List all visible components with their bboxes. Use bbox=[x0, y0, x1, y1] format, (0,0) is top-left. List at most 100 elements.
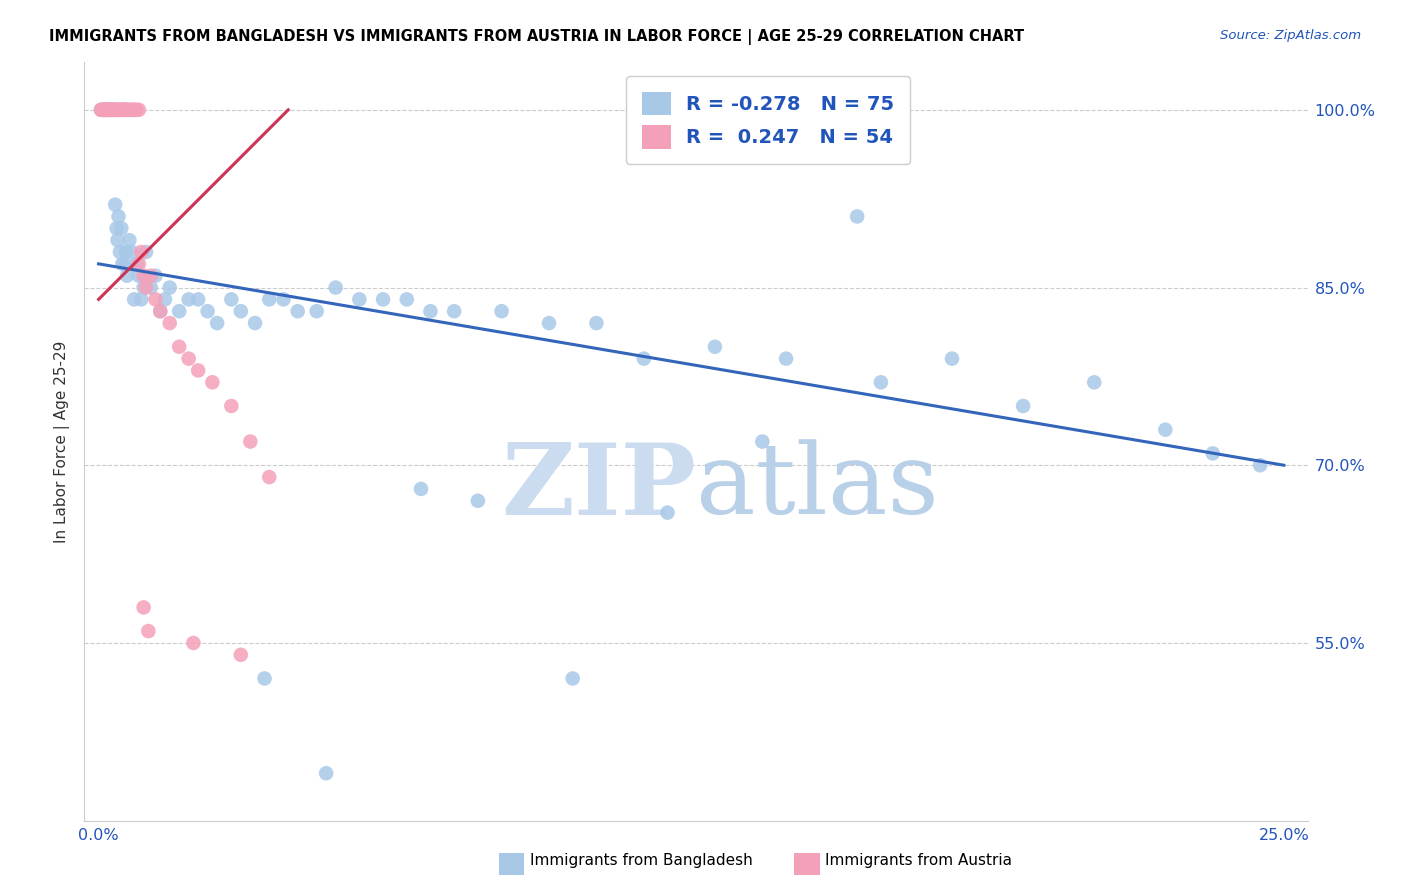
Point bbox=[751, 434, 773, 449]
Point bbox=[561, 672, 583, 686]
Point bbox=[197, 304, 219, 318]
Legend: R = -0.278   N = 75, R =  0.247   N = 54: R = -0.278 N = 75, R = 0.247 N = 54 bbox=[626, 76, 910, 164]
Point bbox=[205, 316, 228, 330]
Point bbox=[94, 103, 117, 117]
Point bbox=[183, 636, 205, 650]
Point bbox=[305, 304, 328, 318]
Point bbox=[115, 268, 138, 283]
Point bbox=[122, 293, 145, 307]
Point bbox=[221, 293, 243, 307]
Point bbox=[443, 304, 465, 318]
Point bbox=[107, 233, 129, 247]
Point bbox=[633, 351, 655, 366]
Point bbox=[129, 293, 152, 307]
Point bbox=[121, 244, 143, 259]
Point bbox=[243, 316, 266, 330]
Point bbox=[96, 103, 118, 117]
Point bbox=[91, 103, 114, 117]
Point bbox=[585, 316, 607, 330]
Point bbox=[138, 624, 160, 639]
Point bbox=[846, 210, 869, 224]
Point bbox=[97, 103, 120, 117]
Point bbox=[153, 293, 176, 307]
Point bbox=[315, 766, 337, 780]
Point bbox=[118, 233, 141, 247]
Point bbox=[259, 293, 281, 307]
Point bbox=[121, 103, 143, 117]
Point bbox=[132, 600, 155, 615]
Point bbox=[103, 103, 125, 117]
Text: ZIP: ZIP bbox=[501, 439, 696, 535]
Point bbox=[96, 103, 118, 117]
Point bbox=[657, 506, 679, 520]
Point bbox=[167, 304, 190, 318]
Point bbox=[1202, 446, 1225, 460]
Point bbox=[325, 280, 347, 294]
Point bbox=[94, 103, 117, 117]
Point bbox=[104, 197, 127, 211]
Point bbox=[1249, 458, 1271, 473]
Point bbox=[91, 103, 114, 117]
Point bbox=[149, 304, 172, 318]
Point bbox=[93, 103, 115, 117]
Point bbox=[115, 103, 138, 117]
Point bbox=[239, 434, 262, 449]
Point bbox=[90, 103, 112, 117]
Point bbox=[159, 280, 181, 294]
Point bbox=[111, 257, 134, 271]
Point bbox=[395, 293, 418, 307]
Point bbox=[491, 304, 513, 318]
Point bbox=[108, 103, 131, 117]
Y-axis label: In Labor Force | Age 25-29: In Labor Force | Age 25-29 bbox=[55, 341, 70, 542]
Point bbox=[104, 103, 127, 117]
Point bbox=[100, 103, 122, 117]
Point bbox=[100, 103, 122, 117]
Point bbox=[349, 293, 371, 307]
Point bbox=[118, 103, 141, 117]
Point bbox=[107, 210, 129, 224]
Point bbox=[139, 268, 162, 283]
Point bbox=[145, 293, 167, 307]
Point bbox=[229, 648, 252, 662]
Point bbox=[135, 280, 157, 294]
Point bbox=[128, 268, 150, 283]
Point bbox=[187, 293, 209, 307]
Point bbox=[129, 244, 152, 259]
Point bbox=[98, 103, 121, 117]
Point bbox=[105, 103, 128, 117]
Point bbox=[201, 376, 224, 390]
Point bbox=[108, 103, 131, 117]
Point bbox=[110, 103, 132, 117]
Text: Immigrants from Bangladesh: Immigrants from Bangladesh bbox=[530, 853, 752, 868]
Point bbox=[104, 103, 127, 117]
Point bbox=[128, 257, 150, 271]
Point bbox=[112, 103, 135, 117]
Point bbox=[187, 363, 209, 377]
Point bbox=[253, 672, 276, 686]
Point bbox=[177, 293, 200, 307]
Point bbox=[93, 103, 115, 117]
Point bbox=[167, 340, 190, 354]
Point bbox=[537, 316, 560, 330]
Text: atlas: atlas bbox=[696, 439, 939, 535]
Point bbox=[111, 103, 134, 117]
Point bbox=[107, 103, 129, 117]
Point bbox=[703, 340, 725, 354]
Point bbox=[159, 316, 181, 330]
Point bbox=[1012, 399, 1035, 413]
Point bbox=[101, 103, 124, 117]
Point bbox=[115, 244, 138, 259]
Point bbox=[90, 103, 112, 117]
Point bbox=[941, 351, 963, 366]
Point bbox=[371, 293, 394, 307]
Point bbox=[108, 244, 131, 259]
Point bbox=[98, 103, 121, 117]
Point bbox=[229, 304, 252, 318]
Point bbox=[128, 103, 150, 117]
Point bbox=[145, 268, 167, 283]
Point bbox=[419, 304, 441, 318]
Point bbox=[259, 470, 281, 484]
Point bbox=[110, 221, 132, 235]
Point bbox=[409, 482, 432, 496]
Point bbox=[114, 103, 136, 117]
